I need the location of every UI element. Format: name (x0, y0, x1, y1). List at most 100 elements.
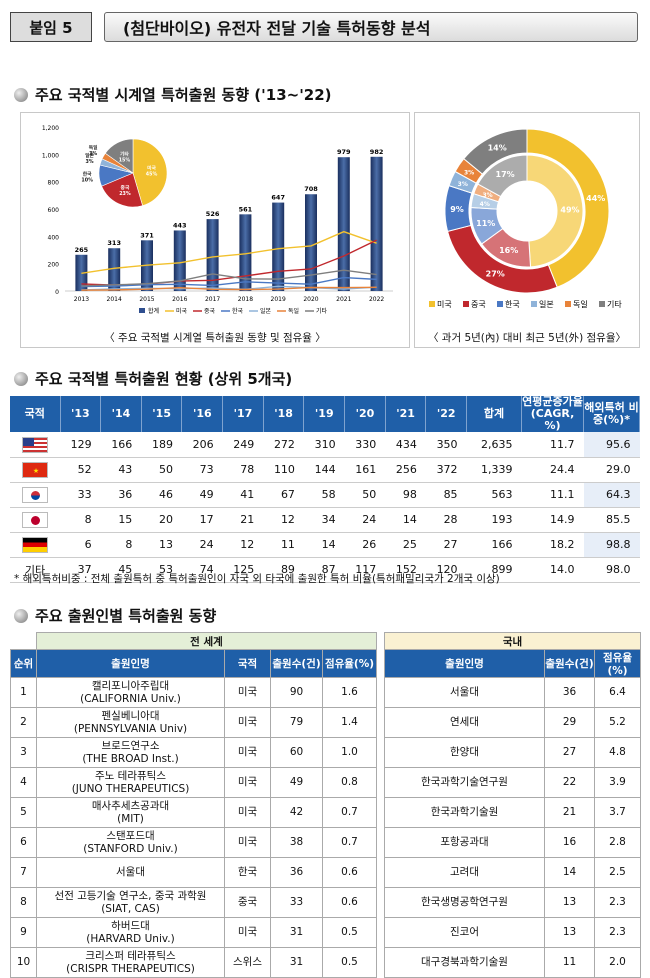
outer-ring-미국 (526, 128, 610, 288)
timeseries-chart: 0 200 400 600 800 1,000 1,200 2013 2014 2015 2016 2… (42, 125, 393, 315)
group-world: 전 세계 (36, 632, 377, 650)
domestic-share-cell: 2.0 (594, 947, 641, 978)
domestic-share-cell: 2.3 (594, 917, 641, 948)
de-flag-icon (22, 536, 48, 553)
page-header: 붙임 5 (첨단바이오) 유전자 전달 기술 특허동향 분석 (10, 6, 640, 46)
table-cell: 36 (100, 482, 142, 508)
applicant-name-cell: 캘리포니아주립대 (CALIFORNIA Univ.) (36, 677, 225, 708)
table-cell: 434 (385, 432, 426, 458)
table-cell: 6 (60, 532, 101, 558)
table-cell: 95.6 (583, 432, 640, 458)
share-cell: 0.5 (322, 947, 377, 978)
table-row: 3 브로드연구소 (THE BROAD Inst.) 미국 60 1.0 한양대 27 4.8 (10, 737, 641, 768)
rank-cell: 9 (10, 917, 37, 948)
applicant-name-en: (MIT) (117, 812, 144, 825)
legend-label: 일본 (260, 307, 272, 315)
table-cell: 17 (181, 507, 223, 533)
applicant-header-cell: 출원인명 (36, 649, 225, 678)
applicant-name-cell: 스탠포드대 (STANFORD Univ.) (36, 827, 225, 858)
table-cell: 64.3 (583, 482, 640, 508)
rank-cell: 1 (10, 677, 37, 708)
table-cell: 50 (141, 457, 182, 483)
outer-ring-label: 3% (464, 170, 474, 177)
table-cell: 899 (466, 557, 522, 583)
pie-slice-label: 기타 (120, 150, 129, 157)
table-row: 1 캘리포니아주립대 (CALIFORNIA Univ.) 미국 90 1.6 서울대 36 6… (10, 677, 641, 708)
country-cell: ★ (10, 457, 60, 483)
applicant-name-en: (HARVARD Univ.) (86, 932, 175, 945)
table-cell: 14.0 (521, 557, 584, 583)
table-cell: 129 (60, 432, 101, 458)
section-1-title: 주요 국적별 시계열 특허출원 동향 ('13~'22) (35, 86, 332, 104)
applicant-name-cell: 크리스퍼 테라퓨틱스 (CRISPR THERAPEUTICS) (36, 947, 225, 978)
country-table: 국적 '13'14'15'16'17'18'19'20'21'22 합계 연평균증가율… (10, 395, 640, 583)
bar-total (239, 214, 252, 291)
x-tick-label: 2016 (172, 296, 187, 303)
bar-data-label: 708 (304, 185, 318, 193)
domestic-count-cell: 13 (544, 917, 595, 948)
legend-label: 중국 (471, 300, 486, 309)
table-cell: 14 (303, 532, 345, 558)
group-domestic: 국내 (384, 632, 641, 650)
table-cell: 144 (303, 457, 345, 483)
table-cell: 20 (141, 507, 182, 533)
rank-cell: 4 (10, 767, 37, 798)
country-cell: 스위스 (224, 947, 271, 978)
count-cell: 33 (270, 887, 323, 918)
domestic-name-cell: 진코어 (384, 917, 545, 948)
bullet-icon (14, 87, 28, 102)
applicant-name: 브로드연구소 (101, 740, 160, 753)
applicant-name-en: (PENNSYLVANIA Univ) (73, 722, 188, 735)
table-cell: 18.2 (521, 532, 584, 558)
country-cell: 중국 (224, 887, 271, 918)
table-cell: 256 (385, 457, 426, 483)
country-cell: 미국 (224, 797, 271, 828)
applicant-name-en: (CALIFORNIA Univ.) (80, 692, 181, 705)
domestic-name-cell: 한양대 (384, 737, 545, 768)
applicant-name-cell: 브로드연구소 (THE BROAD Inst.) (36, 737, 225, 768)
table-header-cell: '13 (60, 396, 102, 433)
pie-slice-label: 23% (119, 191, 131, 197)
table-cell: 12 (263, 507, 304, 533)
jp-flag-icon (22, 511, 48, 528)
table-cell: 41 (222, 482, 264, 508)
domestic-count-cell: 29 (544, 707, 595, 738)
kr-flag-icon (22, 486, 48, 503)
applicant-name: 크리스퍼 테라퓨틱스 (85, 950, 176, 963)
domestic-count-cell: 11 (544, 947, 595, 978)
bar-total (370, 156, 383, 291)
applicant-name: 펜실베니아대 (101, 710, 160, 723)
legend-label: 독일 (288, 307, 299, 315)
table-cell: 98.0 (583, 557, 640, 583)
table-header-cell: 해외특허 비중(%)* (583, 396, 640, 433)
donut-panel: 44% 27% 9% 3% 3% 14% 49% 16% 11% 4% 3% 17% 미국 중국 한국 일본 독… (414, 112, 640, 348)
domestic-share-cell: 2.8 (594, 827, 641, 858)
table-row: 기타 37 45 53 74 125 89 87 117 152 120 899 14.0 98.0 (10, 557, 640, 583)
domestic-count-cell: 36 (544, 677, 595, 708)
table-cell: 272 (263, 432, 304, 458)
applicant-name-en: (STANFORD Univ.) (83, 842, 178, 855)
share-cell: 0.5 (322, 917, 377, 948)
table-cell: 52 (60, 457, 101, 483)
table-cell: 563 (466, 482, 522, 508)
table-header-cell: 국적 (10, 396, 61, 433)
inner-ring-기타 (477, 154, 528, 198)
domestic-count-cell: 13 (544, 887, 595, 918)
table-cell: 87 (303, 557, 345, 583)
x-tick-label: 2017 (205, 296, 220, 303)
table-header-cell: 연평균증가율 (CAGR, %) (521, 395, 584, 433)
share-cell: 0.7 (322, 827, 377, 858)
x-tick-label: 2015 (139, 296, 154, 303)
legend-label: 일본 (539, 300, 554, 309)
bar-total (206, 219, 219, 291)
pie-slice-label: 15% (119, 157, 131, 163)
domestic-share-cell: 3.9 (594, 767, 641, 798)
table-cell: 152 (385, 557, 426, 583)
table-cell: 73 (181, 457, 223, 483)
outer-ring-기타 (463, 128, 528, 175)
count-cell: 49 (270, 767, 323, 798)
table-cell: 11.1 (521, 482, 584, 508)
pie-slice-label: 10% (81, 178, 93, 184)
table-cell: 28 (425, 507, 467, 533)
table-header-cell: '17 (222, 396, 264, 433)
